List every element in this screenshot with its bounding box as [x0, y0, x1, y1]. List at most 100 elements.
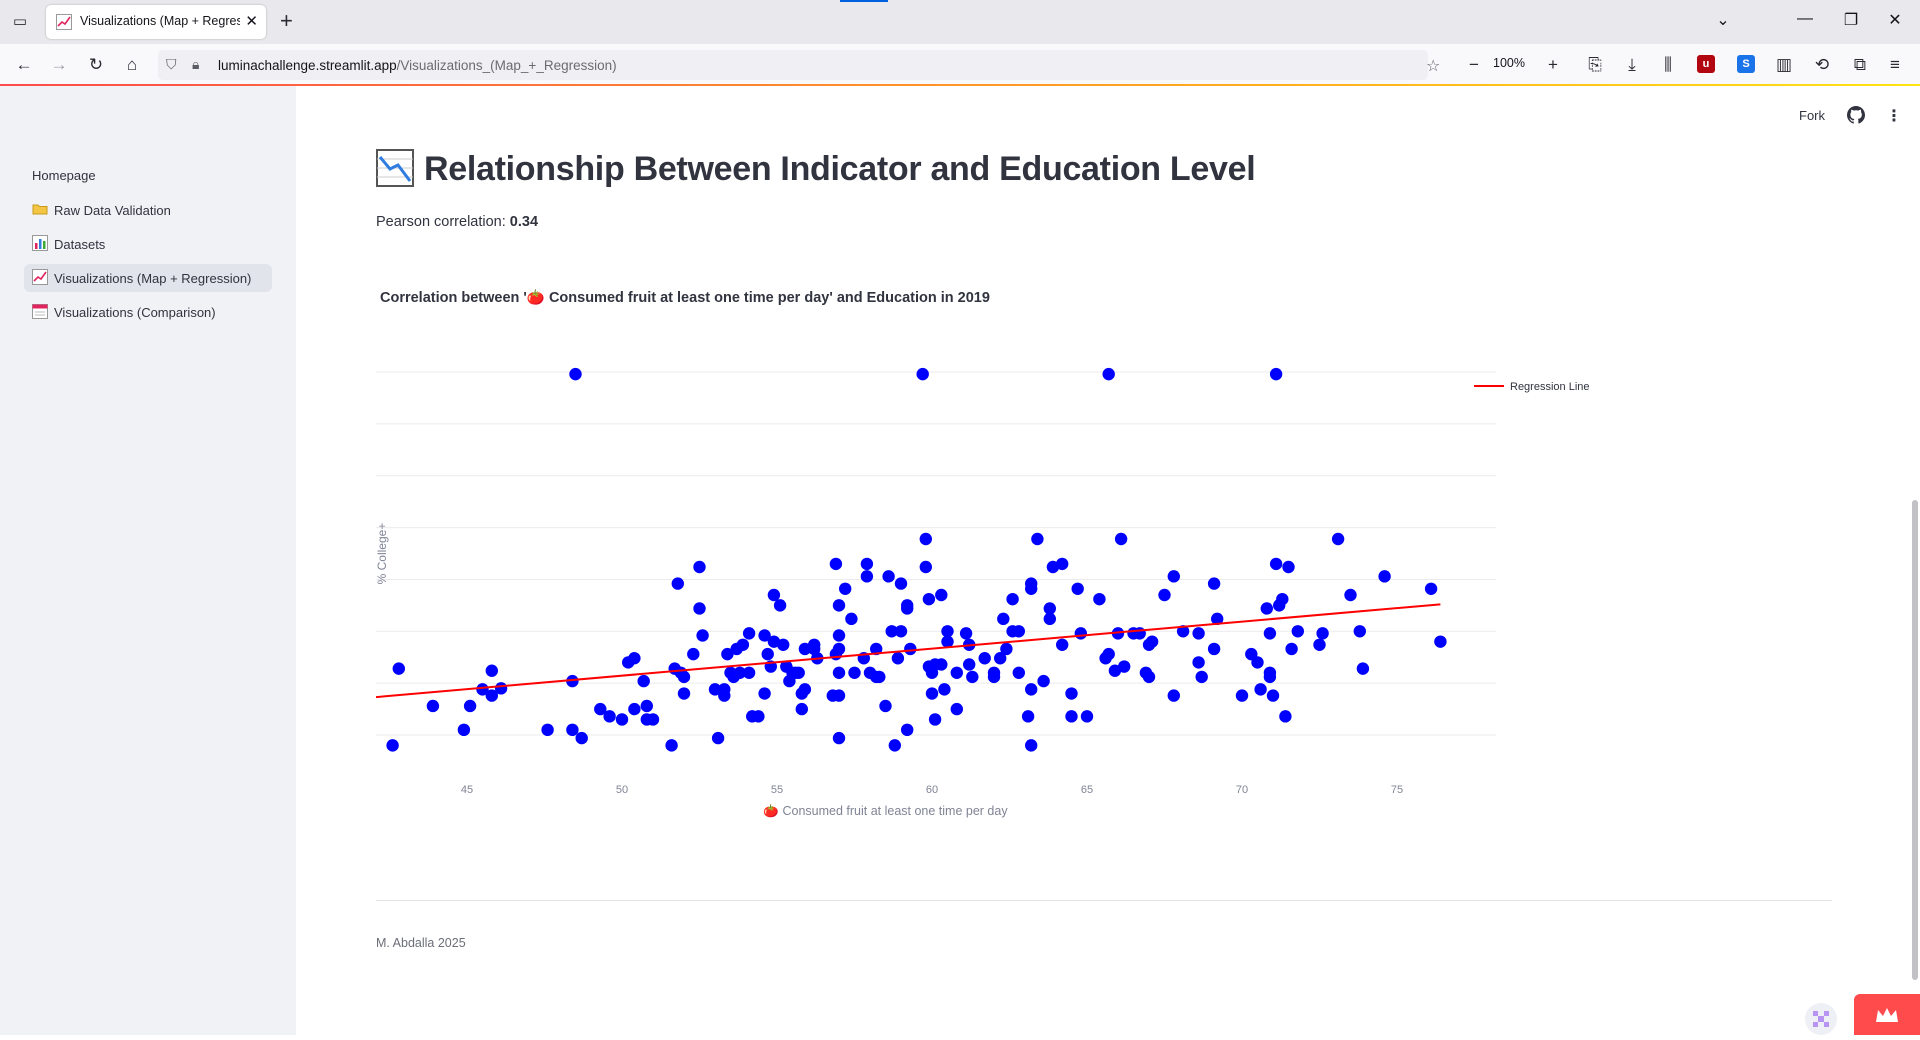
scatter-point[interactable]	[901, 602, 914, 615]
github-icon[interactable]	[1847, 106, 1865, 124]
scatter-point[interactable]	[950, 666, 963, 679]
scatter-point[interactable]	[994, 652, 1007, 665]
scatter-point[interactable]	[1021, 710, 1035, 723]
scatter-point[interactable]	[646, 713, 660, 726]
scatter-point[interactable]	[978, 652, 991, 665]
scatter-point[interactable]	[687, 647, 700, 661]
scatter-point[interactable]	[575, 731, 588, 745]
scatter-point[interactable]	[860, 570, 874, 583]
scatter-point[interactable]	[966, 670, 979, 684]
scatter-point[interactable]	[919, 532, 932, 546]
scatter-point[interactable]	[476, 683, 489, 696]
scatter-point[interactable]	[1102, 647, 1115, 661]
scatter-point[interactable]	[1080, 710, 1094, 723]
scatter-point[interactable]	[494, 682, 508, 695]
scatter-point[interactable]	[1043, 612, 1056, 626]
sidebar-item-raw-data-validation[interactable]: Raw Data Validation	[24, 196, 179, 224]
scatter-point[interactable]	[795, 702, 808, 716]
scatter-point[interactable]	[870, 642, 883, 656]
scatter-point[interactable]	[426, 699, 440, 713]
extensions-icon[interactable]: ⧉	[1853, 55, 1867, 74]
scatter-point[interactable]	[1279, 710, 1292, 723]
scatter-point[interactable]	[1378, 570, 1391, 583]
scatter-point[interactable]	[1195, 670, 1208, 684]
scatter-point[interactable]	[894, 625, 908, 638]
scatter-point[interactable]	[386, 739, 399, 752]
scatter-point[interactable]	[1344, 588, 1357, 602]
scatter-point[interactable]	[1037, 674, 1050, 688]
scatter-point[interactable]	[798, 642, 812, 656]
scatter-point[interactable]	[777, 638, 790, 651]
scatter-point[interactable]	[1025, 739, 1038, 752]
restore-icon[interactable]: ❐	[1843, 12, 1859, 29]
pocket-icon[interactable]: ⎘	[1588, 55, 1602, 74]
scatter-point[interactable]	[873, 670, 886, 684]
home-icon[interactable]: ⌂	[126, 55, 138, 74]
scatter-point[interactable]	[665, 739, 678, 752]
scatter-points[interactable]	[376, 367, 1447, 752]
scatter-point[interactable]	[736, 638, 750, 651]
scatter-point[interactable]	[839, 582, 852, 595]
scatter-point[interactable]	[941, 625, 954, 638]
zoom-level[interactable]: 100%	[1493, 56, 1525, 70]
list-all-tabs-icon[interactable]: ⌄	[1716, 12, 1730, 29]
scatter-point[interactable]	[711, 731, 725, 745]
scatter-point[interactable]	[1043, 602, 1056, 615]
scatter-point[interactable]	[1276, 592, 1289, 606]
scatter-point[interactable]	[925, 687, 939, 700]
scatter-point[interactable]	[718, 689, 731, 702]
scatter-point[interactable]	[935, 588, 948, 602]
scatter-point[interactable]	[752, 710, 765, 723]
scatter-point[interactable]	[1269, 557, 1283, 571]
sidebar-item-homepage[interactable]: Homepage	[32, 168, 96, 183]
scatter-point[interactable]	[832, 666, 846, 679]
scatter-point[interactable]	[1192, 656, 1205, 669]
scatter-point[interactable]	[1316, 627, 1329, 640]
scatter-point[interactable]	[1176, 625, 1190, 638]
lock-icon[interactable]: 🔒︎	[192, 56, 200, 72]
menu-icon[interactable]: ≡	[1890, 55, 1900, 74]
scatter-point[interactable]	[767, 635, 781, 648]
scatter-point[interactable]	[919, 560, 932, 574]
scatter-point[interactable]	[1000, 642, 1013, 656]
scatter-point[interactable]	[742, 666, 756, 679]
scatter-point[interactable]	[1167, 689, 1180, 702]
scatter-chart[interactable]: 2025303540455055 4045505560657075 Regres…	[376, 346, 1836, 906]
scatter-point[interactable]	[1056, 557, 1069, 571]
scatter-point[interactable]	[1207, 577, 1221, 590]
scatter-point[interactable]	[1251, 656, 1264, 669]
scatter-point[interactable]	[1313, 638, 1326, 651]
downloads-icon[interactable]: ⤓	[1628, 55, 1636, 74]
scatter-point[interactable]	[1031, 532, 1044, 546]
scatter-point[interactable]	[832, 629, 846, 642]
scatter-point[interactable]	[640, 699, 653, 713]
scatter-point[interactable]	[615, 713, 629, 726]
scatter-point[interactable]	[485, 664, 498, 677]
scatter-point[interactable]	[1266, 689, 1280, 702]
scatter-point[interactable]	[832, 599, 846, 612]
scatter-point[interactable]	[922, 592, 936, 606]
scatter-point[interactable]	[888, 739, 901, 752]
scatter-point[interactable]	[693, 560, 706, 574]
scatter-point[interactable]	[1012, 625, 1025, 638]
scatter-point[interactable]	[1046, 560, 1060, 574]
scatter-point[interactable]	[1235, 689, 1249, 702]
scatter-point[interactable]	[941, 635, 954, 648]
zoom-in-icon[interactable]: +	[1548, 55, 1558, 74]
scatter-point[interactable]	[916, 367, 929, 381]
scatter-point[interactable]	[628, 702, 641, 716]
scatter-point[interactable]	[773, 599, 787, 612]
scatter-point[interactable]	[832, 689, 846, 702]
scatter-point[interactable]	[808, 638, 821, 651]
scatter-point[interactable]	[1207, 642, 1221, 656]
library-icon[interactable]: ⫼	[1664, 55, 1672, 74]
scatter-point[interactable]	[832, 731, 846, 745]
grid-extension-icon[interactable]: ▥	[1775, 55, 1793, 74]
scatter-point[interactable]	[1263, 627, 1277, 640]
scatter-point[interactable]	[1269, 367, 1283, 381]
more-options-icon[interactable]: ⋮	[1886, 108, 1902, 125]
scatter-point[interactable]	[1158, 588, 1171, 602]
scatter-point[interactable]	[832, 642, 846, 656]
scatter-point[interactable]	[1192, 627, 1205, 640]
scatter-point[interactable]	[603, 710, 616, 723]
